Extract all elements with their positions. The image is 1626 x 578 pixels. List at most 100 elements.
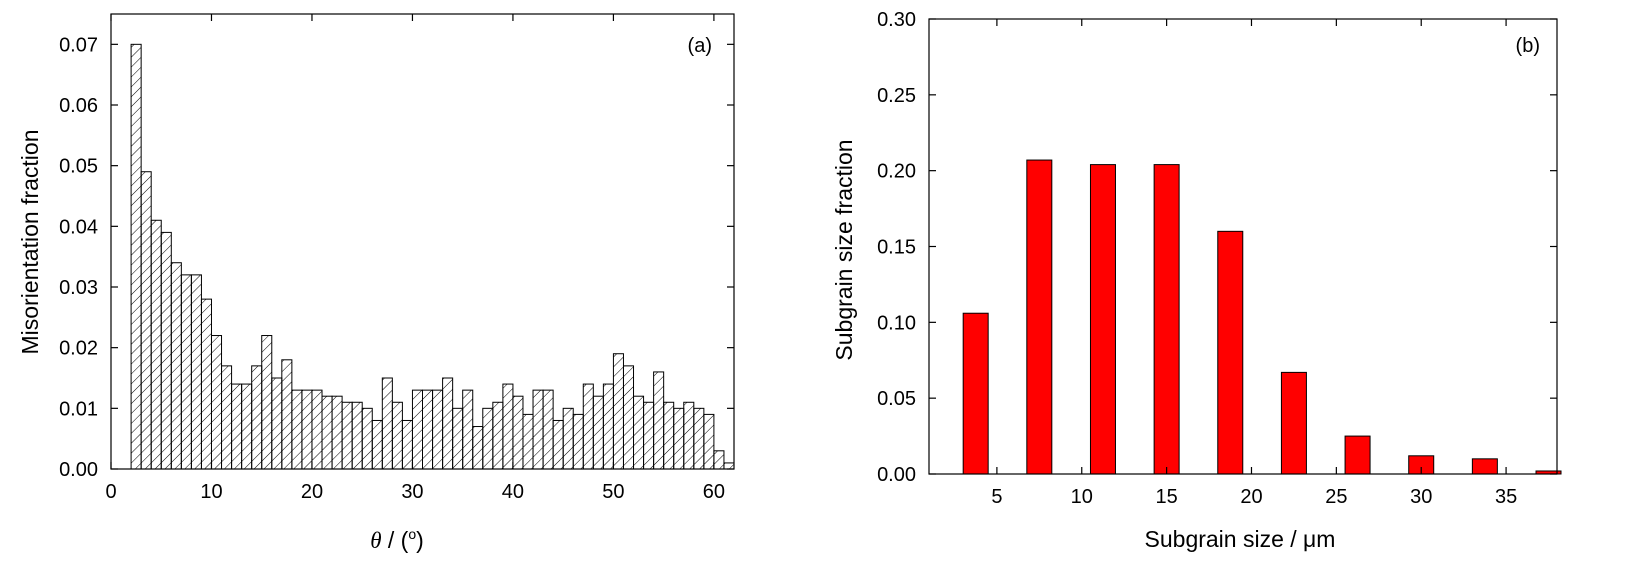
bar: [190, 274, 202, 470]
bar: [962, 312, 989, 475]
bar: [522, 413, 534, 470]
bar: [612, 353, 624, 470]
bar: [180, 274, 192, 470]
bar: [311, 389, 323, 470]
y-tick-label: 0.06: [59, 95, 98, 117]
y-tick-label: 0.05: [877, 388, 916, 410]
x-axis-label-symbol: θ: [370, 528, 381, 553]
bar: [622, 365, 635, 470]
bar: [351, 401, 363, 470]
bar: [492, 401, 504, 470]
bar: [261, 335, 273, 470]
axis-ticks: 5 10 15 20 25 30 35 0.00 0.05 0.10 0.15 0.20 0.25 0.3…: [877, 9, 1557, 508]
bar: [542, 389, 554, 470]
x-tick-label: 10: [1071, 486, 1093, 508]
y-axis-label: Subgrain size fraction: [831, 139, 857, 360]
bar: [371, 419, 383, 470]
x-tick-label: 40: [502, 481, 524, 503]
bar: [633, 395, 645, 470]
bar: [572, 413, 584, 470]
bar: [130, 43, 142, 470]
panel-label: (a): [688, 35, 712, 57]
bar: [210, 335, 223, 470]
y-tick-label: 0.01: [59, 398, 98, 420]
chart-panel-a: 0 10 20 30 40 50 60 0.00 0.01 0.02 0.03 0.04 0.05 0.0…: [17, 13, 735, 553]
bar: [1344, 435, 1371, 475]
y-tick-label: 0.10: [877, 312, 916, 334]
y-tick-label: 0.03: [59, 277, 98, 299]
x-tick-label: 20: [1240, 486, 1262, 508]
x-tick-label: 10: [200, 481, 222, 503]
bar: [452, 407, 464, 470]
bar: [693, 407, 705, 470]
bar: [643, 401, 655, 470]
x-tick-label: 5: [991, 486, 1002, 508]
bar: [462, 389, 474, 470]
x-tick-label: 25: [1325, 486, 1347, 508]
x-tick-label: 15: [1155, 486, 1177, 508]
bar: [663, 401, 675, 470]
bar: [361, 407, 373, 470]
x-tick-label: 60: [703, 481, 725, 503]
x-tick-label: 20: [301, 481, 323, 503]
bar: [472, 426, 484, 470]
x-axis-label: Subgrain size / μm: [1145, 526, 1336, 552]
y-tick-label: 0.30: [877, 9, 916, 31]
bar: [1280, 371, 1307, 475]
bar: [301, 389, 313, 470]
bar: [653, 371, 665, 470]
bar: [713, 450, 725, 470]
y-tick-label: 0.05: [59, 156, 98, 178]
x-tick-label: 50: [602, 481, 624, 503]
bar: [602, 383, 614, 470]
y-tick-label: 0.20: [877, 161, 916, 183]
bar: [512, 395, 524, 470]
bar: [432, 389, 444, 470]
x-axis-label-superscript: o: [408, 526, 416, 542]
bar: [140, 171, 152, 470]
bar: [160, 231, 172, 470]
bar: [231, 383, 243, 470]
bar: [321, 395, 333, 470]
bar: [381, 377, 393, 470]
bar: [673, 407, 685, 470]
bar: [532, 389, 544, 470]
x-axis-label: θ / (o): [370, 526, 424, 553]
bar: [703, 413, 715, 470]
bar: [170, 262, 182, 470]
axis-ticks: 0 10 20 30 40 50 60 0.00 0.01 0.02 0.03 0.04 0.05 0.0…: [59, 14, 734, 503]
bar: [592, 395, 604, 470]
bar: [552, 419, 564, 470]
bars-group: [962, 159, 1562, 475]
bar: [562, 407, 574, 470]
bar: [200, 298, 212, 470]
bar: [582, 383, 594, 470]
bar: [1153, 164, 1180, 475]
bar: [422, 389, 434, 470]
bar: [1217, 230, 1244, 475]
bars-group: [130, 43, 735, 470]
bar: [1026, 159, 1053, 475]
bar: [442, 377, 454, 470]
bar: [271, 377, 283, 470]
x-axis-label-text: / (: [382, 527, 409, 553]
bar: [331, 395, 343, 470]
x-tick-label: 0: [105, 481, 116, 503]
y-tick-label: 0.15: [877, 237, 916, 259]
bar: [241, 383, 253, 470]
bar: [341, 401, 353, 470]
y-tick-label: 0.02: [59, 338, 98, 360]
bar: [411, 389, 424, 470]
x-tick-label: 30: [1410, 486, 1432, 508]
bar: [391, 401, 403, 470]
bar: [150, 219, 162, 470]
x-tick-label: 35: [1495, 486, 1517, 508]
x-axis-label-close: ): [416, 527, 424, 553]
bar: [291, 389, 303, 470]
y-axis-label: Misorientation fraction: [17, 130, 43, 355]
y-tick-label: 0.07: [59, 34, 98, 56]
bar: [251, 365, 263, 470]
y-tick-label: 0.00: [877, 464, 916, 486]
y-tick-label: 0.00: [59, 459, 98, 481]
